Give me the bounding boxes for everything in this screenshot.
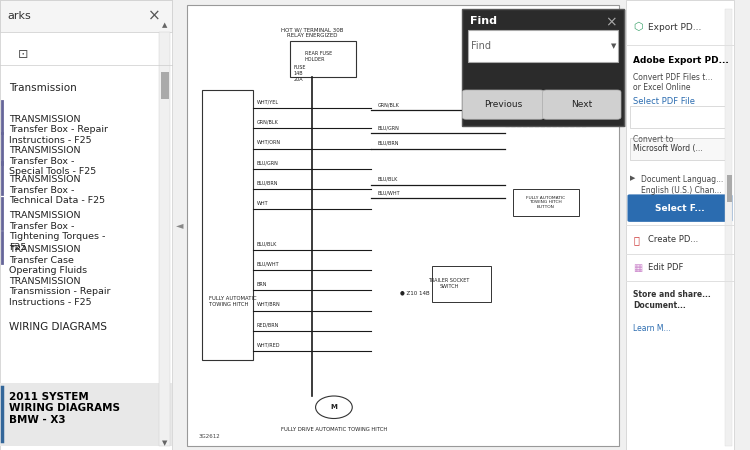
FancyBboxPatch shape [0, 0, 172, 450]
Text: FUSE
14B
20A: FUSE 14B 20A [293, 65, 306, 82]
Text: Select PDF File: Select PDF File [633, 97, 695, 106]
Text: Export PD...: Export PD... [648, 22, 701, 32]
Text: M: M [331, 404, 338, 410]
Text: Learn M...: Learn M... [633, 324, 671, 333]
Bar [202, 90, 254, 360]
Text: BLU/BLK: BLU/BLK [256, 241, 278, 246]
Text: GRN/BLK: GRN/BLK [256, 120, 279, 125]
Text: BLU/GRN: BLU/GRN [378, 125, 400, 130]
Text: REAR FUSE
HOLDER: REAR FUSE HOLDER [304, 51, 332, 62]
FancyBboxPatch shape [628, 194, 733, 222]
Text: BRN: BRN [256, 282, 267, 287]
FancyBboxPatch shape [468, 30, 618, 62]
Text: FULLY DRIVE AUTOMATIC TOWING HITCH: FULLY DRIVE AUTOMATIC TOWING HITCH [280, 427, 387, 432]
Text: 2011 SYSTEM
WIRING DIAGRAMS
BMW - X3: 2011 SYSTEM WIRING DIAGRAMS BMW - X3 [9, 392, 120, 425]
FancyBboxPatch shape [725, 9, 733, 446]
Text: BLU/BLK: BLU/BLK [378, 177, 398, 182]
Text: ×: × [604, 16, 616, 30]
Text: WHT: WHT [256, 201, 268, 206]
FancyBboxPatch shape [0, 382, 172, 446]
Text: Document Languag...
English (U.S.) Chan...: Document Languag... English (U.S.) Chan.… [640, 176, 723, 195]
Text: ▼: ▼ [610, 43, 616, 49]
FancyBboxPatch shape [630, 106, 730, 128]
FancyBboxPatch shape [188, 4, 619, 446]
Text: 3G2612: 3G2612 [198, 434, 220, 439]
FancyBboxPatch shape [160, 72, 169, 99]
FancyBboxPatch shape [464, 10, 626, 127]
Bar [432, 266, 490, 302]
Text: FULLY AUTOMATIC
TOWING HITCH: FULLY AUTOMATIC TOWING HITCH [209, 296, 256, 307]
FancyBboxPatch shape [630, 138, 730, 160]
Bar [512, 189, 578, 216]
Text: Create PD...: Create PD... [648, 235, 698, 244]
Text: TRANSMISSION
Transfer Box -
Special Tools - F25: TRANSMISSION Transfer Box - Special Tool… [9, 146, 96, 176]
FancyBboxPatch shape [543, 90, 621, 119]
Bar [506, 58, 586, 126]
Text: TRANSMISSION
Transfer Box -
Technical Data - F25: TRANSMISSION Transfer Box - Technical Da… [9, 176, 105, 205]
Text: GRN/BLK: GRN/BLK [378, 103, 400, 108]
Text: BLU/BRN: BLU/BRN [378, 141, 400, 146]
Text: TRANSMISSION
Transmission - Repair
Instructions - F25: TRANSMISSION Transmission - Repair Instr… [9, 277, 110, 306]
Text: Next: Next [572, 100, 592, 109]
Text: BLU/BRN: BLU/BRN [256, 180, 278, 185]
Text: Select F...: Select F... [656, 204, 705, 213]
Text: ▶: ▶ [630, 176, 635, 181]
FancyBboxPatch shape [626, 0, 734, 450]
Text: arks: arks [8, 11, 31, 21]
Text: WHT/RED: WHT/RED [256, 342, 280, 347]
Text: WIRING DIAGRAMS: WIRING DIAGRAMS [9, 322, 106, 332]
FancyBboxPatch shape [462, 90, 544, 119]
Text: BLU/WHT: BLU/WHT [256, 261, 280, 266]
Text: TRAILER
MODULE: TRAILER MODULE [534, 72, 557, 83]
Text: Edit PDF: Edit PDF [648, 263, 683, 272]
Text: Transmission: Transmission [9, 83, 76, 93]
Text: ▼: ▼ [163, 440, 168, 446]
Text: 📄: 📄 [633, 235, 639, 245]
FancyBboxPatch shape [727, 176, 733, 202]
Text: ⊡: ⊡ [18, 48, 28, 60]
Text: ×: × [148, 8, 160, 23]
Text: TRAILER SOCKET
SWITCH: TRAILER SOCKET SWITCH [428, 278, 470, 289]
Text: RED/BRN: RED/BRN [256, 322, 279, 327]
Text: ◄: ◄ [176, 220, 184, 230]
FancyBboxPatch shape [462, 9, 624, 126]
Text: Previous: Previous [484, 100, 522, 109]
Text: TRANSMISSION
Transfer Case
Operating Fluids: TRANSMISSION Transfer Case Operating Flu… [9, 245, 87, 275]
Text: Convert PDF Files t...
or Excel Online: Convert PDF Files t... or Excel Online [633, 73, 712, 92]
Text: Find: Find [470, 16, 496, 26]
Text: BLU/WHT: BLU/WHT [378, 190, 400, 195]
Text: TRANSMISSION
Transfer Box - Repair
Instructions - F25: TRANSMISSION Transfer Box - Repair Instr… [9, 115, 108, 144]
Text: ▦: ▦ [633, 263, 643, 273]
Text: Find: Find [471, 41, 491, 51]
Text: WHT/ORN: WHT/ORN [256, 140, 281, 145]
Text: Microsoft Word (...: Microsoft Word (... [633, 144, 703, 153]
Text: TRANSMISSION
Transfer Box -
Tightening Torques -
F25: TRANSMISSION Transfer Box - Tightening T… [9, 212, 105, 252]
Text: WHT/BRN: WHT/BRN [256, 302, 280, 307]
Text: WHT/YEL: WHT/YEL [256, 99, 279, 104]
Text: FULLY AUTOMATIC
TOWING HITCH
BUTTON: FULLY AUTOMATIC TOWING HITCH BUTTON [526, 196, 565, 209]
Bar [290, 40, 356, 76]
Text: HOT W/ TERMINAL 30B
RELAY ENERGIZED: HOT W/ TERMINAL 30B RELAY ENERGIZED [280, 27, 343, 38]
Text: ● Z10 14B: ● Z10 14B [400, 290, 430, 295]
FancyBboxPatch shape [159, 32, 170, 445]
Text: Store and share...
Document...: Store and share... Document... [633, 290, 711, 310]
Text: BLU/GRN: BLU/GRN [256, 160, 279, 165]
Text: Convert to: Convert to [633, 135, 674, 144]
FancyBboxPatch shape [0, 0, 172, 32]
Text: ▲: ▲ [163, 22, 168, 28]
Text: ⬡: ⬡ [633, 22, 643, 32]
Text: Adobe Export PD...: Adobe Export PD... [633, 56, 729, 65]
